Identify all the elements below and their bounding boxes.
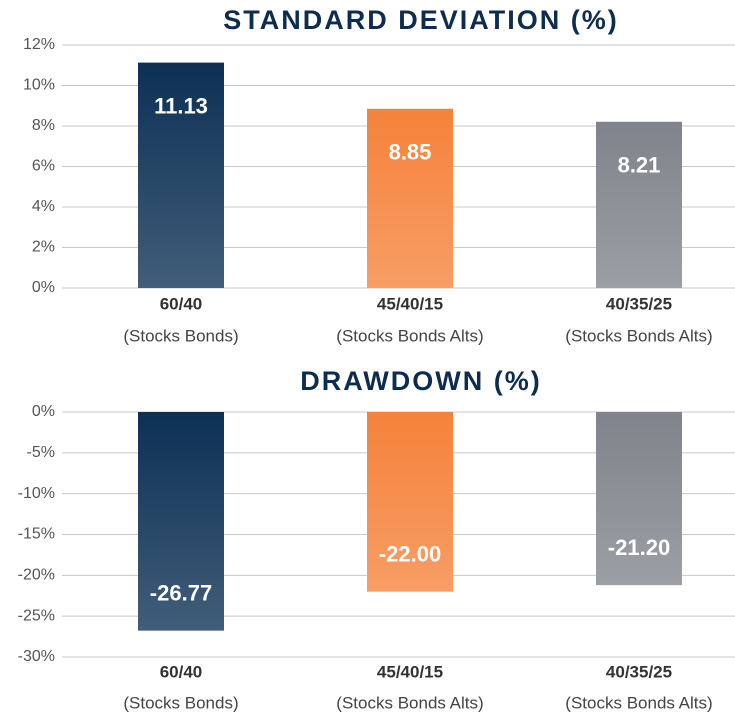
y-tick-label: 8% bbox=[32, 117, 55, 134]
bar-sheen bbox=[367, 412, 453, 592]
x-tick-label: 60/40 bbox=[160, 294, 203, 313]
y-tick-label: 12% bbox=[23, 36, 55, 53]
y-tick-label: 10% bbox=[23, 77, 55, 94]
value-label: -22.00 bbox=[379, 541, 441, 566]
x-tick-label: 40/35/25 bbox=[606, 662, 672, 681]
chart-title: STANDARD DEVIATION (%) bbox=[223, 5, 619, 35]
value-label: 8.85 bbox=[389, 140, 432, 165]
y-tick-label: -5% bbox=[27, 444, 55, 461]
x-tick-label: 45/40/15 bbox=[377, 662, 443, 681]
bar-sheen bbox=[367, 108, 453, 288]
bar-sheen bbox=[596, 412, 682, 586]
x-tick-note: (Stocks Bonds Alts) bbox=[336, 326, 483, 345]
value-label: -26.77 bbox=[150, 580, 212, 605]
y-tick-label: 4% bbox=[32, 198, 55, 215]
y-tick-label: -25% bbox=[18, 607, 55, 624]
y-tick-label: 0% bbox=[32, 403, 55, 420]
y-tick-label: 0% bbox=[32, 279, 55, 296]
y-tick-label: 6% bbox=[32, 158, 55, 175]
y-tick-label: 2% bbox=[32, 239, 55, 256]
x-tick-label: 40/35/25 bbox=[606, 294, 672, 313]
bar-sheen bbox=[138, 412, 224, 631]
x-tick-note: (Stocks Bonds) bbox=[123, 326, 238, 345]
bar-sheen bbox=[596, 121, 682, 288]
x-tick-note: (Stocks Bonds Alts) bbox=[336, 693, 483, 712]
x-tick-label: 60/40 bbox=[160, 662, 203, 681]
y-tick-label: -15% bbox=[18, 526, 55, 543]
y-tick-label: -20% bbox=[18, 567, 55, 584]
y-tick-label: -30% bbox=[18, 648, 55, 665]
bar-sheen bbox=[138, 62, 224, 289]
value-label: 8.21 bbox=[618, 153, 661, 178]
y-tick-label: -10% bbox=[18, 485, 55, 502]
x-tick-note: (Stocks Bonds Alts) bbox=[565, 326, 712, 345]
value-label: 11.13 bbox=[154, 93, 208, 118]
x-tick-note: (Stocks Bonds Alts) bbox=[565, 693, 712, 712]
x-tick-label: 45/40/15 bbox=[377, 294, 443, 313]
value-label: -21.20 bbox=[608, 535, 670, 560]
chart-title: DRAWDOWN (%) bbox=[300, 366, 541, 396]
x-tick-note: (Stocks Bonds) bbox=[123, 693, 238, 712]
